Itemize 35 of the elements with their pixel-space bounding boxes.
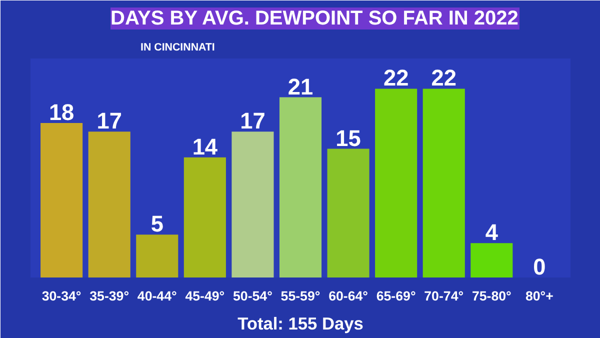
x-tick-label: 30-34°: [42, 288, 82, 304]
data-label: 17: [240, 108, 266, 134]
x-tick-label: 50-54°: [233, 288, 272, 304]
data-label: 22: [431, 64, 456, 91]
data-label: 0: [533, 254, 546, 280]
x-tick-label: 60-64°: [328, 288, 368, 304]
data-label: 4: [485, 219, 498, 246]
data-label: 21: [288, 73, 314, 100]
data-label: 17: [96, 108, 122, 134]
x-tick-label: 55-59°: [280, 288, 320, 304]
bar: [422, 88, 465, 278]
chart-title: DAYS BY AVG. DEWPOINT SO FAR IN 2022: [110, 8, 518, 30]
bar: [40, 123, 83, 278]
bar: [279, 97, 322, 278]
data-label: 18: [48, 99, 74, 126]
chart-subtitle: IN CINCINNATI: [140, 42, 215, 54]
bar: [375, 88, 418, 278]
x-tick-label: 45-49°: [185, 288, 225, 304]
bar: [184, 157, 226, 278]
text: Total: 155 Days: [238, 314, 364, 334]
x-tick-label: 35-39°: [90, 288, 130, 304]
x-tick-label: 40-44°: [137, 288, 177, 304]
bar: [470, 243, 513, 278]
bar: [88, 132, 130, 278]
x-tick-label: 65-69°: [376, 288, 416, 304]
data-label: 15: [336, 124, 361, 151]
data-label: 22: [383, 64, 409, 91]
data-label: 14: [192, 133, 218, 160]
bar: [136, 234, 178, 278]
data-label: 5: [150, 210, 164, 237]
x-tick-label: 80°+: [525, 288, 554, 304]
x-tick-label: 75-80°: [472, 288, 512, 304]
bar: [327, 148, 370, 278]
bar: [232, 132, 274, 278]
x-tick-label: 70-74°: [424, 288, 464, 304]
